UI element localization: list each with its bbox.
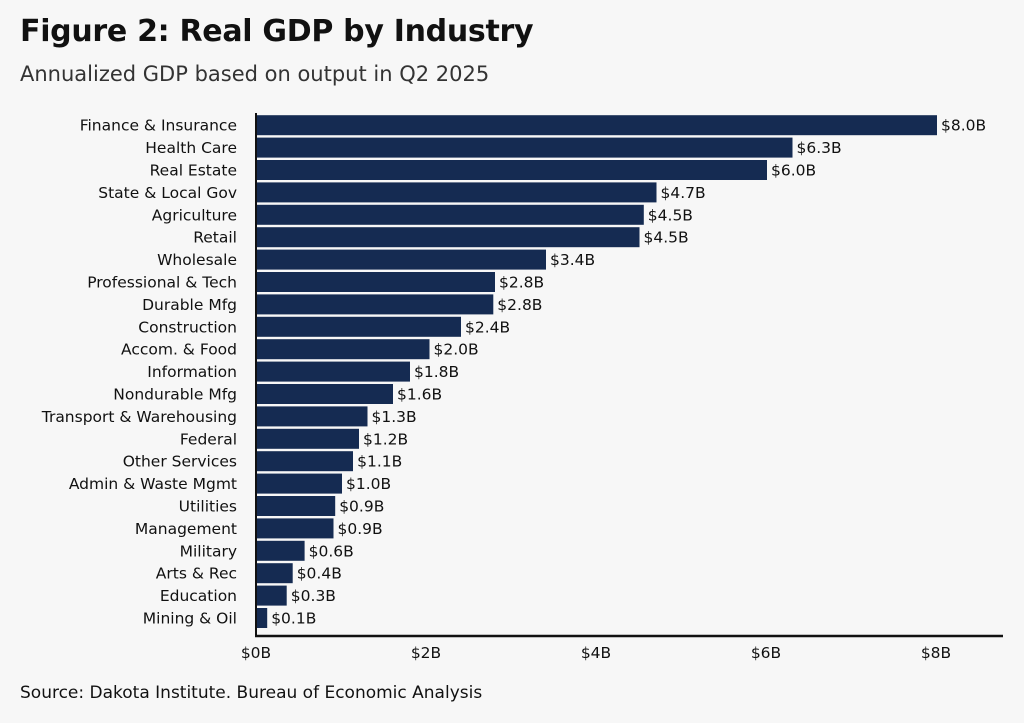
value-label: $1.8B	[414, 363, 459, 381]
value-label: $0.9B	[338, 520, 383, 538]
category-label: Other Services	[123, 453, 237, 471]
category-label: Nondurable Mfg	[113, 386, 237, 404]
value-label: $1.3B	[372, 408, 417, 426]
category-label: Education	[160, 587, 237, 605]
value-labels: $8.0B $6.3B $6.0B $4.7B $4.5B $4.5B $3.4B $2.8B…	[271, 117, 986, 628]
value-label: $1.0B	[346, 475, 391, 493]
bar-finance-insurance	[257, 115, 937, 136]
category-label: Information	[147, 363, 237, 381]
x-axis-ticks: $0B $2B $4B $6B $8B	[241, 644, 951, 662]
category-label: Admin & Waste Mgmt	[69, 475, 237, 493]
value-label: $2.8B	[497, 296, 542, 314]
category-label: Construction	[138, 318, 237, 336]
bar-state-local-gov	[257, 182, 657, 203]
value-label: $8.0B	[941, 117, 986, 135]
bar-management	[257, 518, 334, 539]
x-tick-label: $0B	[241, 644, 271, 662]
x-tick-label: $4B	[581, 644, 611, 662]
bar-construction	[257, 316, 461, 337]
category-label: Agriculture	[152, 206, 237, 224]
category-label: Mining & Oil	[143, 610, 237, 628]
value-label: $2.8B	[499, 274, 544, 292]
bar-retail	[257, 227, 640, 248]
bar-federal	[257, 428, 359, 449]
category-label: Management	[135, 520, 237, 538]
x-tick-label: $8B	[921, 644, 951, 662]
value-label: $6.0B	[771, 162, 816, 180]
category-label: Health Care	[145, 139, 237, 157]
category-label: State & Local Gov	[98, 184, 237, 202]
bars-group	[257, 115, 937, 628]
value-label: $1.1B	[357, 453, 402, 471]
value-label: $4.5B	[648, 206, 693, 224]
chart-title: Figure 2: Real GDP by Industry	[20, 14, 534, 49]
bar-real-estate	[257, 160, 767, 180]
bar-utilities	[257, 496, 336, 516]
category-label: Retail	[193, 229, 237, 247]
value-label: $0.1B	[271, 610, 316, 628]
category-label: Finance & Insurance	[80, 117, 237, 135]
category-label: Utilities	[179, 498, 237, 516]
x-tick-label: $6B	[751, 644, 781, 662]
bar-education	[257, 585, 287, 606]
bar-information	[257, 361, 410, 382]
bar-professional-tech	[257, 272, 495, 292]
bar-military	[257, 540, 305, 561]
value-label: $2.0B	[434, 341, 479, 359]
source-note: Source: Dakota Institute. Bureau of Econ…	[20, 683, 483, 703]
bar-admin-waste-mgmt	[257, 473, 342, 494]
category-label: Professional & Tech	[87, 274, 237, 292]
value-label: $0.3B	[291, 587, 336, 605]
category-label: Accom. & Food	[121, 341, 237, 359]
value-label: $1.2B	[363, 430, 408, 448]
bar-transport-warehousing	[257, 406, 368, 427]
bar-nondurable-mfg	[257, 384, 393, 404]
category-label: Federal	[180, 430, 237, 448]
value-label: $3.4B	[550, 251, 595, 269]
category-label: Arts & Rec	[156, 565, 237, 583]
value-label: $4.5B	[644, 229, 689, 247]
category-label: Military	[180, 542, 237, 560]
value-label: $4.7B	[661, 184, 706, 202]
value-label: $0.4B	[297, 565, 342, 583]
bar-agriculture	[257, 204, 644, 225]
value-label: $0.9B	[339, 498, 384, 516]
bar-mining-oil	[257, 608, 268, 628]
bar-wholesale	[257, 249, 546, 270]
category-label: Real Estate	[150, 162, 237, 180]
category-labels: Finance & Insurance Health Care Real Estat…	[41, 117, 237, 628]
category-label: Durable Mfg	[142, 296, 237, 314]
bar-durable-mfg	[257, 294, 494, 315]
x-tick-label: $2B	[411, 644, 441, 662]
chart-subtitle: Annualized GDP based on output in Q2 202…	[20, 62, 490, 86]
value-label: $1.6B	[397, 386, 442, 404]
value-label: $0.6B	[309, 542, 354, 560]
bar-health-care	[257, 137, 793, 158]
category-label: Transport & Warehousing	[41, 408, 237, 426]
bar-arts-rec	[257, 563, 293, 584]
category-label: Wholesale	[157, 251, 237, 269]
value-label: $2.4B	[465, 318, 510, 336]
bar-other-services	[257, 451, 353, 472]
bar-accom-food	[257, 339, 430, 360]
value-label: $6.3B	[797, 139, 842, 157]
